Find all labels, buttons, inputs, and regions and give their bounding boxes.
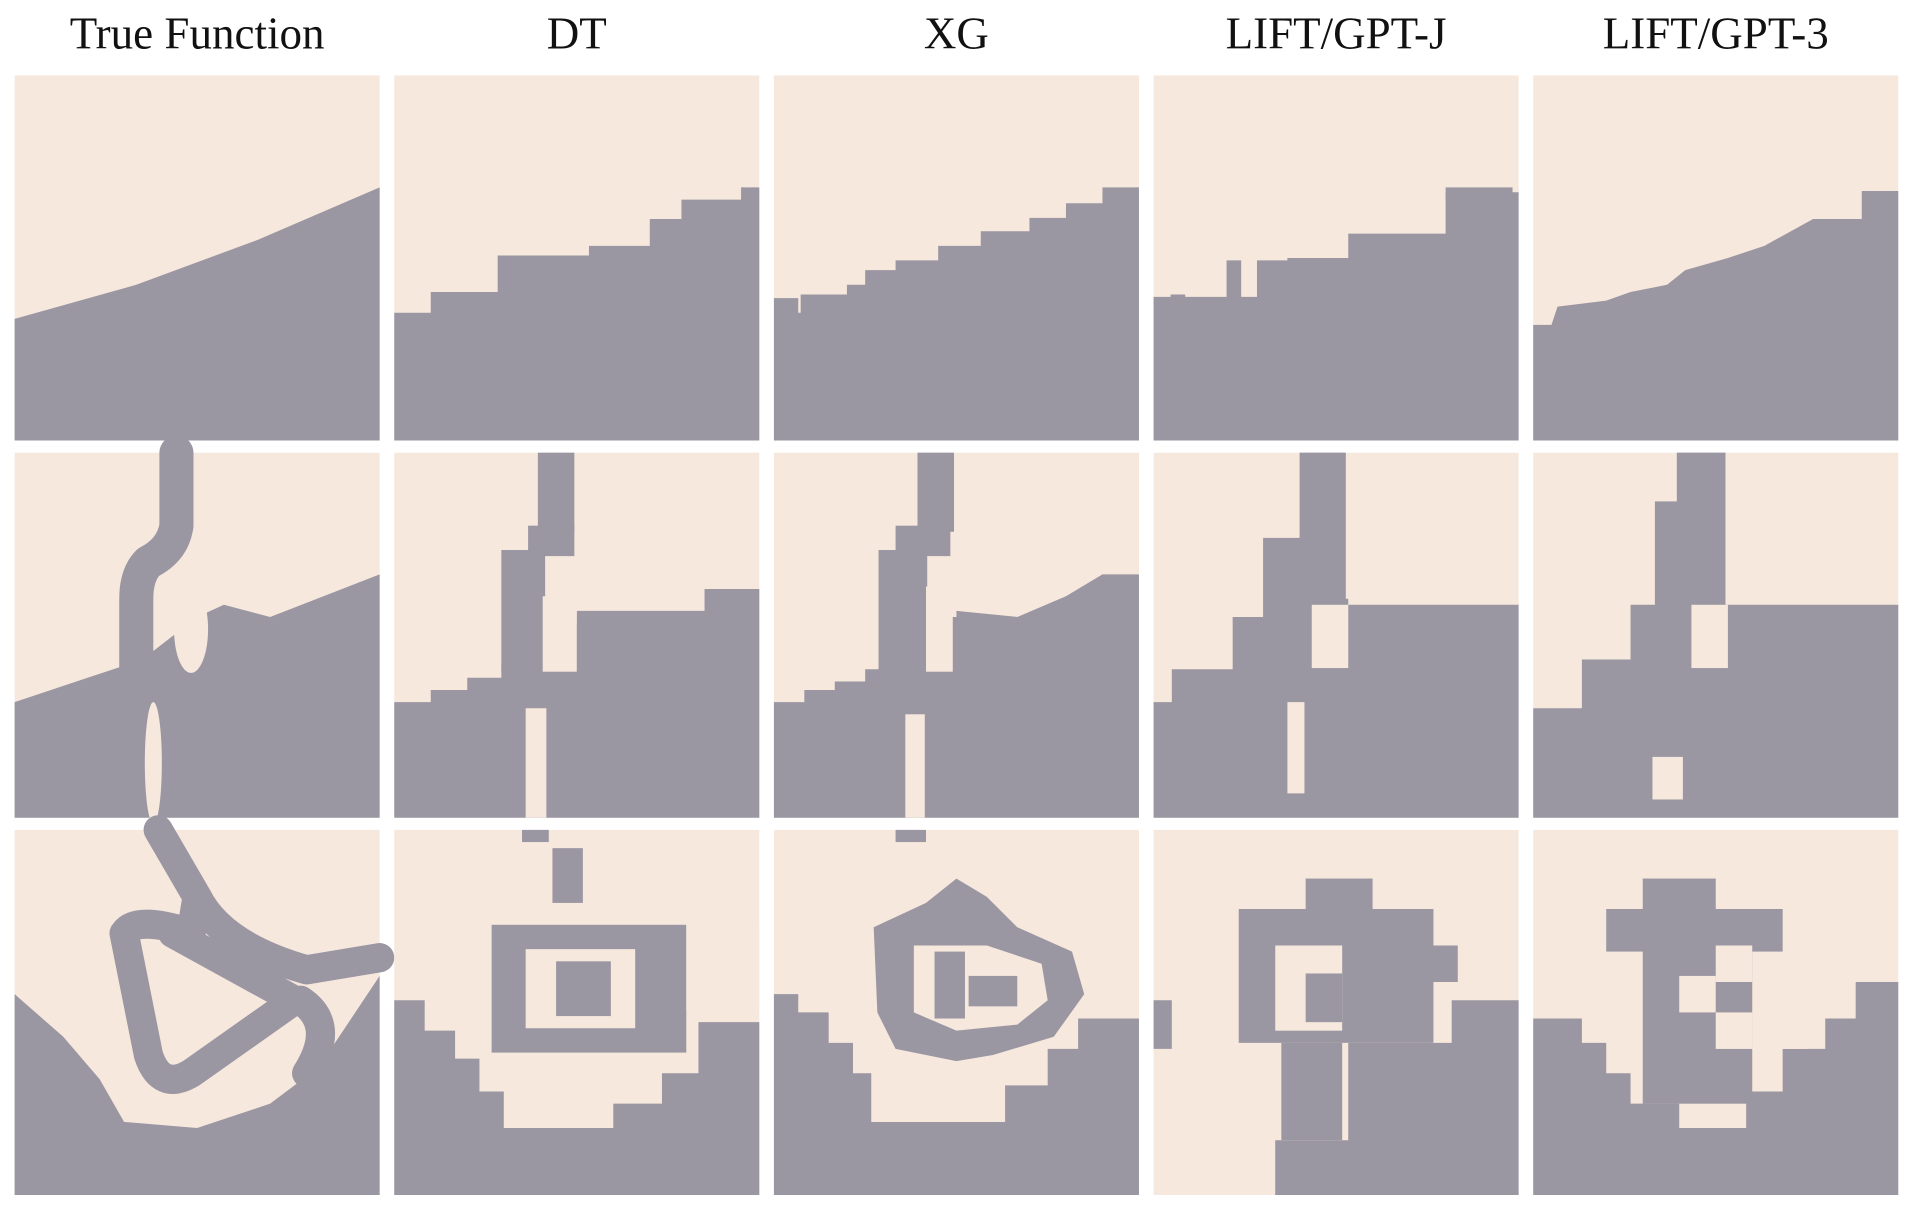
region-dark — [14, 187, 380, 441]
region-dark — [394, 187, 760, 441]
region-dark — [109, 815, 395, 1094]
region-dark — [1281, 1042, 1343, 1141]
region-dark — [522, 829, 549, 843]
region-dark — [1153, 1000, 1519, 1195]
column-title: LIFT/GPT-3 — [1603, 9, 1829, 59]
region-dark — [552, 848, 583, 903]
region-light — [1715, 1012, 1753, 1049]
region-light — [542, 596, 577, 672]
region-dark — [773, 187, 1139, 441]
region-dark — [14, 574, 380, 818]
region-light — [1311, 604, 1349, 669]
column-title: True Function — [70, 9, 325, 59]
panel — [1533, 829, 1899, 1195]
region-dark — [773, 574, 1139, 818]
region-light — [1287, 702, 1305, 794]
region-dark — [119, 435, 194, 714]
region-light — [174, 585, 209, 673]
region-dark — [1170, 294, 1186, 331]
region-dark — [917, 452, 954, 532]
panel — [1153, 75, 1519, 441]
region-dark — [1153, 192, 1519, 441]
panel — [1533, 75, 1899, 441]
panel — [14, 815, 395, 1195]
region-dark — [1606, 908, 1783, 952]
panel — [773, 829, 1139, 1195]
region-dark — [14, 975, 380, 1195]
region-dark — [895, 829, 927, 843]
region-light — [1679, 975, 1716, 1013]
region-dark — [1305, 878, 1373, 916]
panel — [394, 75, 760, 441]
column-title: XG — [924, 9, 989, 59]
panel — [394, 829, 760, 1195]
region-light — [1691, 604, 1728, 669]
region-dark — [501, 550, 546, 672]
panel — [394, 452, 760, 818]
panel — [1153, 452, 1519, 818]
region-dark — [537, 452, 575, 532]
region-dark — [1445, 187, 1513, 200]
region-dark — [556, 961, 611, 1017]
column-title: DT — [547, 9, 607, 59]
region-dark — [934, 951, 965, 1019]
panel — [14, 435, 380, 824]
panel — [1533, 452, 1899, 818]
region-light — [1715, 945, 1753, 983]
region-light — [905, 714, 925, 818]
column-title: LIFT/GPT-J — [1226, 9, 1447, 59]
region-dark — [285, 985, 335, 1088]
region-dark — [394, 1000, 760, 1195]
region-dark — [1372, 945, 1458, 983]
region-dark — [1533, 191, 1899, 441]
region-light — [1652, 756, 1683, 800]
panel — [773, 452, 1139, 818]
region-light — [1752, 1012, 1808, 1049]
region-light — [525, 708, 547, 818]
panel — [14, 75, 380, 441]
region-dark — [968, 975, 1018, 1007]
region-light — [144, 702, 162, 824]
region-light — [686, 924, 760, 1010]
region-light — [926, 586, 953, 672]
panel — [1153, 829, 1519, 1195]
region-dark — [1305, 973, 1343, 1023]
region-dark — [878, 550, 928, 672]
region-dark — [1533, 982, 1899, 1195]
region-dark — [773, 994, 1139, 1195]
panel — [773, 75, 1139, 441]
region-dark — [394, 588, 760, 818]
